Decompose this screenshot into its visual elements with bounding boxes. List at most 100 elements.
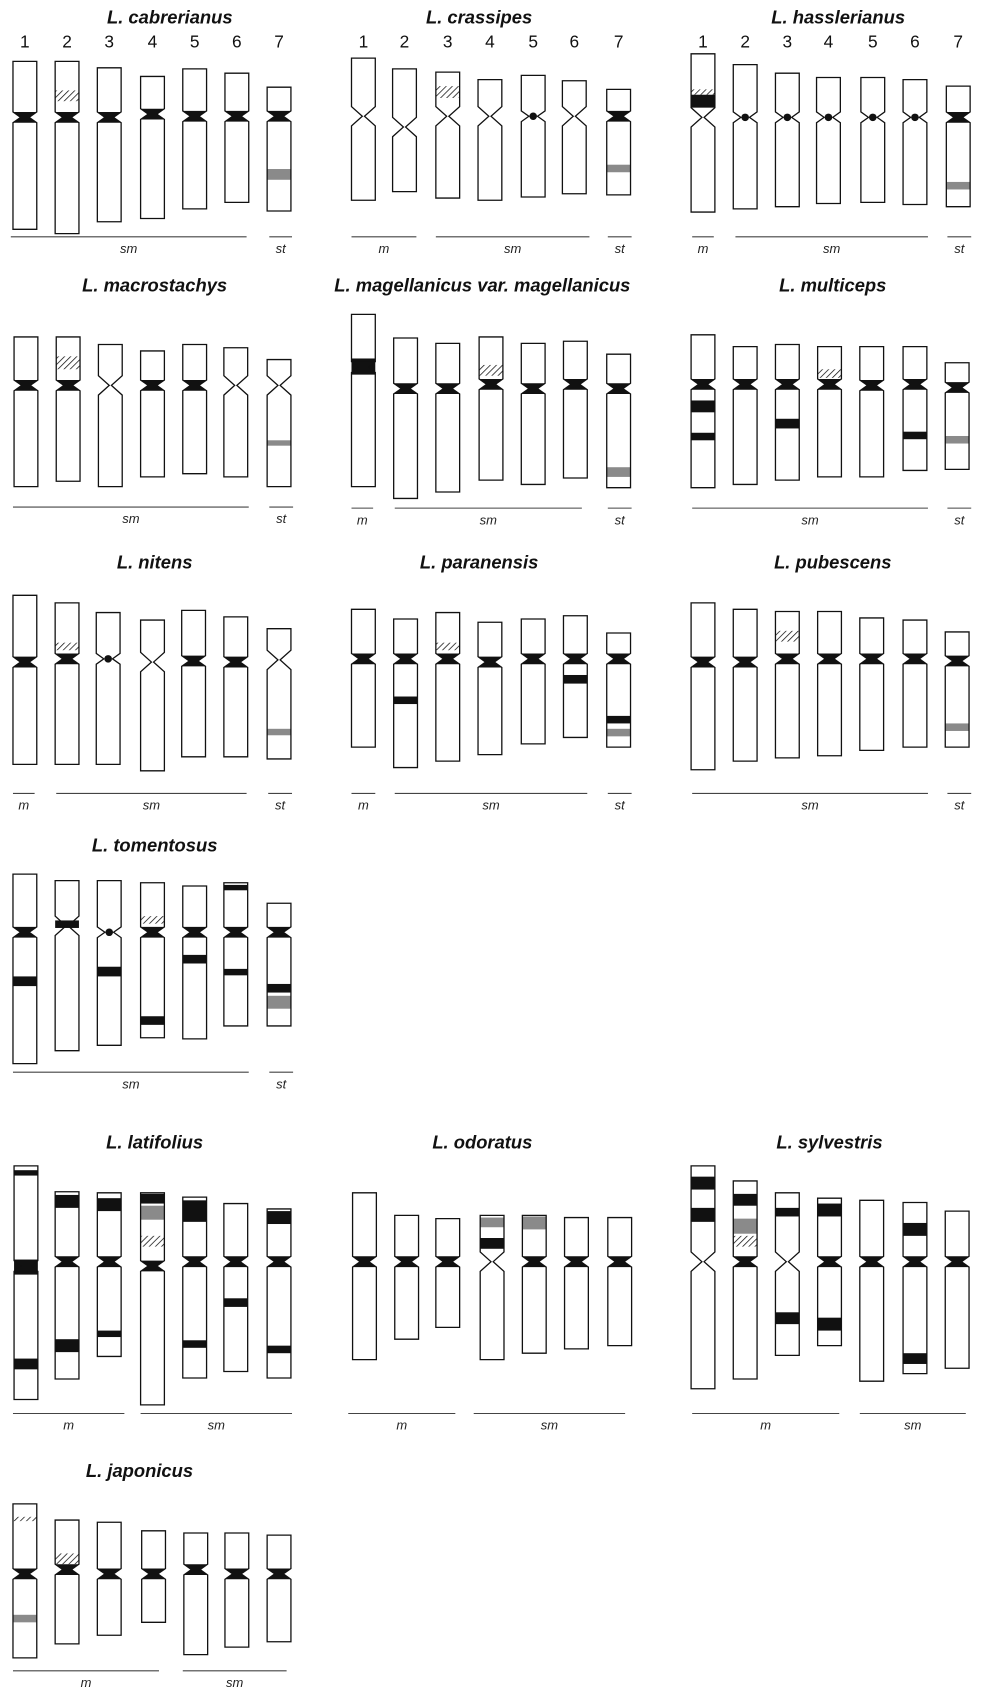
- group-label: sm: [143, 798, 161, 813]
- chromosome: [945, 1211, 969, 1368]
- chromosome: [733, 609, 757, 761]
- chromosome: [775, 344, 799, 480]
- band: [733, 1236, 757, 1247]
- band: [436, 86, 460, 98]
- chromosome-number: 3: [783, 31, 793, 51]
- group-label: st: [615, 512, 626, 527]
- centromere: [141, 927, 165, 938]
- band: [522, 1216, 546, 1229]
- group-label: st: [615, 798, 626, 813]
- species-panel: L. multicepssmst: [691, 275, 971, 527]
- band: [903, 1223, 927, 1236]
- species-title: L. magellanicus var. magellanicus: [334, 275, 630, 296]
- band: [479, 365, 503, 376]
- centromere: [267, 111, 291, 122]
- centromere: [733, 657, 757, 668]
- band: [141, 1206, 165, 1220]
- centromere: [55, 1256, 79, 1267]
- band: [775, 631, 799, 642]
- chromosome: [860, 1200, 884, 1381]
- band: [97, 1331, 121, 1337]
- chromosome-number: 3: [104, 31, 114, 51]
- chromosome: [141, 351, 165, 477]
- centromere: [183, 927, 207, 938]
- chromosome: [903, 620, 927, 747]
- chromosome: [267, 360, 291, 487]
- chromosome: [182, 610, 206, 756]
- page: L. cabrerianus1234567smstL. crassipes123…: [0, 0, 995, 1688]
- chromosome: [818, 347, 842, 477]
- group-label: st: [276, 511, 287, 526]
- centromere: [183, 1256, 207, 1267]
- band: [563, 675, 587, 684]
- centromere: [224, 1256, 248, 1267]
- centromere: [818, 1256, 842, 1267]
- chromosome: [691, 603, 715, 770]
- chromosome: [183, 344, 207, 473]
- band: [607, 165, 631, 173]
- chromosome: [394, 338, 418, 498]
- centromere: [224, 657, 248, 668]
- group-label: st: [276, 1076, 287, 1091]
- band: [945, 723, 969, 731]
- chromosome: [351, 609, 375, 747]
- group-label: sm: [122, 1076, 140, 1091]
- species-panel: L. japonicusmsm: [13, 1460, 291, 1688]
- band: [775, 1208, 799, 1217]
- centromere: [903, 653, 927, 664]
- species-panel: L. sylvestrismsm: [691, 1132, 969, 1433]
- band: [224, 885, 248, 890]
- group-label: sm: [482, 798, 500, 813]
- chromosome: [478, 622, 502, 754]
- chromosome-number: 5: [528, 31, 538, 51]
- centromere: [818, 653, 842, 664]
- chromosome-number: 5: [868, 31, 878, 51]
- species-title: L. japonicus: [86, 1460, 193, 1481]
- band: [733, 1194, 757, 1206]
- centromere: [55, 112, 79, 123]
- species-title: L. pubescens: [774, 551, 891, 572]
- centromere: [183, 380, 207, 391]
- band: [97, 967, 121, 977]
- centromere: [394, 653, 418, 664]
- chromosome: [141, 883, 165, 1038]
- species-title: L. multiceps: [779, 275, 886, 296]
- centromere: [13, 1569, 37, 1580]
- band: [55, 643, 79, 651]
- centromere: [565, 1256, 589, 1267]
- chromosome-number: 2: [400, 31, 410, 51]
- band: [733, 1219, 757, 1234]
- chromosome: [860, 347, 884, 477]
- centromere: [529, 112, 537, 120]
- centromere: [97, 112, 121, 123]
- chromosome: [351, 58, 375, 200]
- band: [55, 1553, 79, 1564]
- species-panel: L. paranensismsmst: [351, 551, 631, 812]
- species-title: L. nitens: [117, 551, 193, 572]
- chromosome: [141, 1193, 165, 1405]
- species-title: L. hasslerianus: [771, 7, 905, 28]
- group-label: m: [81, 1675, 92, 1688]
- chromosome: [141, 76, 165, 218]
- group-label: m: [63, 1418, 74, 1433]
- species-title: L. crassipes: [426, 7, 532, 28]
- chromosome: [861, 78, 885, 203]
- chromosome: [521, 75, 545, 197]
- band: [691, 1177, 715, 1190]
- chromosome-number: 5: [190, 31, 200, 51]
- chromosome: [96, 613, 120, 765]
- centromere: [436, 1256, 460, 1267]
- band: [141, 1194, 165, 1204]
- group-label: m: [379, 241, 390, 256]
- band: [480, 1238, 504, 1249]
- centromere: [97, 1256, 121, 1267]
- species-title: L. macrostachys: [82, 275, 227, 296]
- chromosome: [521, 619, 545, 744]
- centromere: [184, 1564, 208, 1575]
- chromosome-number: 4: [485, 31, 495, 51]
- chromosome-number: 6: [569, 31, 579, 51]
- group-label: sm: [904, 1418, 922, 1433]
- band: [691, 95, 715, 108]
